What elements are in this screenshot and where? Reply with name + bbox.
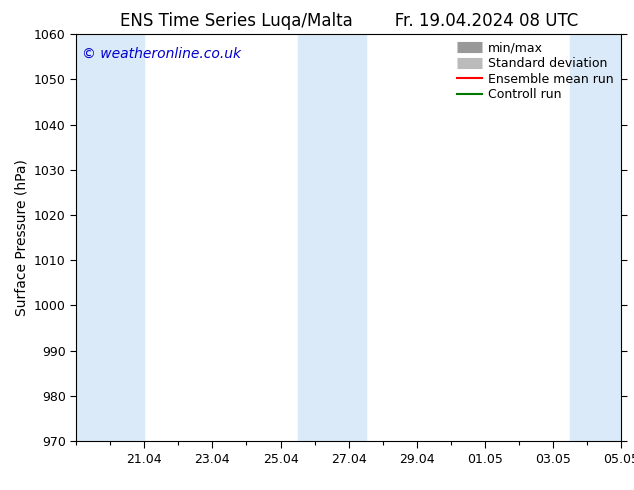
Legend: min/max, Standard deviation, Ensemble mean run, Controll run: min/max, Standard deviation, Ensemble me… [452, 37, 619, 106]
Title: ENS Time Series Luqa/Malta        Fr. 19.04.2024 08 UTC: ENS Time Series Luqa/Malta Fr. 19.04.202… [120, 12, 578, 30]
Text: © weatheronline.co.uk: © weatheronline.co.uk [82, 47, 240, 60]
Bar [297, 34, 366, 441]
Bar [76, 34, 144, 441]
Y-axis label: Surface Pressure (hPa): Surface Pressure (hPa) [14, 159, 29, 316]
Bar [570, 34, 621, 441]
